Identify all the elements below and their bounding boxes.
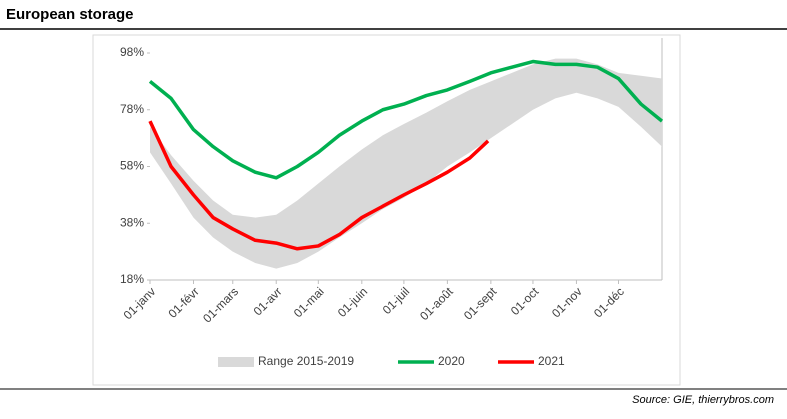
range-band [150, 58, 662, 269]
x-tick-label: 01-nov [549, 284, 585, 320]
source: Source: GIE, thierrybros.com [632, 394, 774, 406]
series-line [148, 59, 664, 180]
x-tick-label: 01-mars [200, 284, 241, 325]
x-tick-label: 01-sept [461, 284, 500, 323]
x-tick-label: 01-avr [251, 284, 285, 318]
y-tick-label: 98% [120, 45, 144, 59]
x-tick-label: 01-févr [166, 284, 202, 320]
x-tick-label: 01-août [417, 284, 456, 323]
legend-label: 2020 [438, 354, 465, 368]
x-tick-label: 01-oct [508, 284, 542, 318]
legend-swatch [218, 357, 254, 367]
y-tick-label: 78% [120, 102, 144, 116]
x-tick-label: 01-juil [380, 284, 413, 317]
x-tick-label: 01-déc [591, 284, 627, 320]
y-tick-label: 18% [120, 272, 144, 286]
title: European storage [6, 6, 134, 23]
y-tick-label: 38% [120, 215, 144, 229]
series-line [148, 120, 490, 251]
x-tick-label: 01-mai [291, 284, 327, 320]
y-tick-label: 58% [120, 159, 144, 173]
legend-label: Range 2015-2019 [258, 354, 354, 368]
chart-frame [92, 34, 681, 386]
legend-label: 2021 [538, 354, 565, 368]
x-tick-label: 01-juin [335, 284, 370, 319]
x-tick-label: 01-janv [121, 284, 159, 322]
